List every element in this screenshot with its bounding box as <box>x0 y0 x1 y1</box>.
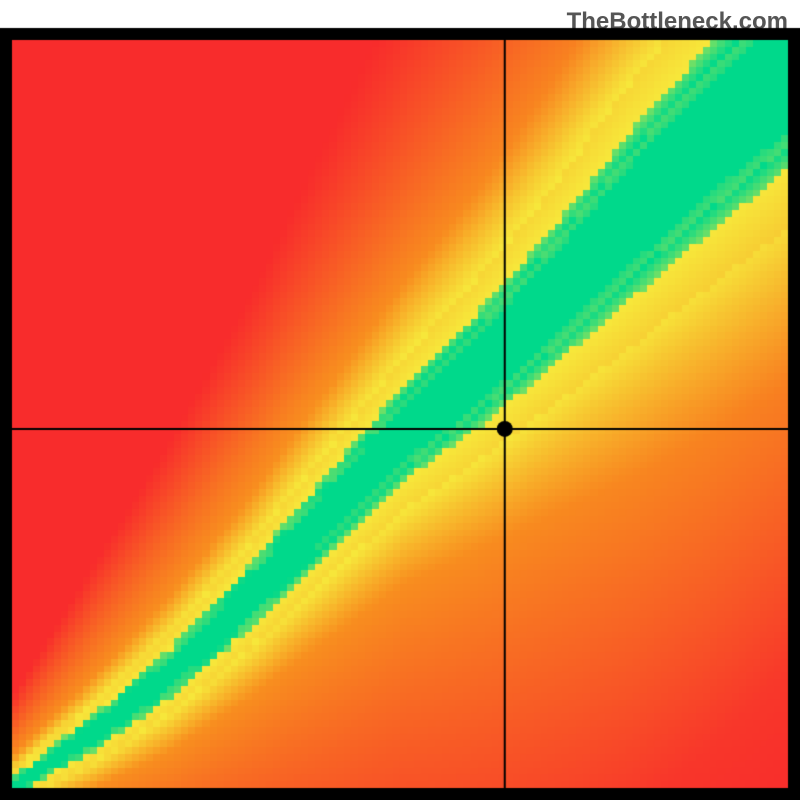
heatmap-plot <box>0 0 800 800</box>
